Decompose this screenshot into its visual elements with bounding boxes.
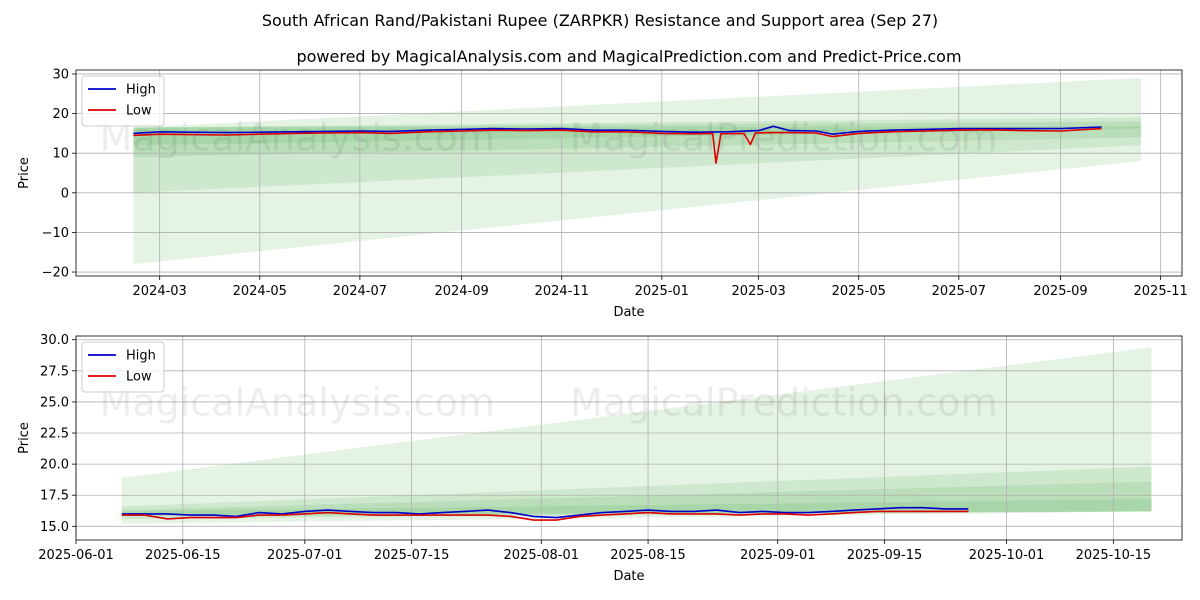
- x-tick-label: 2025-06-01: [38, 548, 114, 563]
- plot-frame: [75, 69, 1183, 277]
- watermark-analysis: MagicalAnalysis.com: [100, 381, 495, 425]
- chart-title: South African Rand/Pakistani Rupee (ZARP…: [262, 11, 938, 30]
- x-tick-label: 2024-09: [434, 284, 488, 299]
- top-chart: 2024-03 2024-05 2024-07 2024-09 2024-11 2025-…: [17, 67, 1188, 320]
- y-tick-label: 20: [52, 107, 69, 122]
- x-tick-label: 2025-09: [1033, 284, 1087, 299]
- x-tick-label: 2024-05: [233, 284, 287, 299]
- band-2: [133, 117, 1141, 193]
- band-1: [133, 77, 1141, 265]
- legend-label-high: High: [126, 83, 156, 98]
- series-line-low: [133, 127, 1102, 164]
- watermark-prediction: MagicalPrediction.com: [570, 115, 998, 159]
- watermark-group: MagicalAnalysis.com MagicalPrediction.com: [100, 115, 998, 159]
- y-tick-label: 0: [61, 186, 69, 201]
- x-axis-label: Date: [613, 305, 644, 320]
- bottom-chart: 2025-06-01 2025-06-15 2025-07-01 2025-07-15…: [17, 333, 1183, 584]
- watermark-analysis: MagicalAnalysis.com: [100, 115, 495, 159]
- x-tick-label: 2024-11: [535, 284, 589, 299]
- x-tick-label: 2024-03: [133, 284, 187, 299]
- legend-label-low: Low: [126, 104, 152, 119]
- y-axis-label: Price: [17, 422, 32, 454]
- x-tick-label: 2025-01: [635, 284, 689, 299]
- watermark-prediction: MagicalPrediction.com: [570, 381, 998, 425]
- x-tick-label: 2025-08-15: [610, 548, 686, 563]
- x-tick-label: 2024-07: [333, 284, 387, 299]
- x-tick-label: 2025-07-01: [267, 548, 343, 563]
- y-tick-label: −20: [42, 266, 69, 281]
- x-tick-label: 2025-05: [832, 284, 886, 299]
- x-tick-label: 2025-07-15: [374, 548, 450, 563]
- chart-subtitle: powered by MagicalAnalysis.com and Magic…: [296, 47, 961, 66]
- band-2: [121, 466, 1152, 519]
- legend: High Low: [81, 75, 165, 127]
- plot-frame: [75, 335, 1183, 541]
- x-tick-label: 2025-10-15: [1076, 548, 1152, 563]
- y-tick-label: 15.0: [40, 520, 69, 535]
- legend-label-high: High: [126, 349, 156, 364]
- y-tick-label: 17.5: [40, 489, 69, 504]
- band-1: [121, 347, 1152, 524]
- support-resistance-bands: [133, 77, 1141, 265]
- x-tick-label: 2025-07: [932, 284, 986, 299]
- x-axis-label: Date: [613, 569, 644, 584]
- y-tick-label: 22.5: [40, 427, 69, 442]
- x-tick-label: 2025-09-15: [847, 548, 923, 563]
- x-tick-label: 2025-03: [731, 284, 785, 299]
- x-tick-label: 2025-06-15: [145, 548, 221, 563]
- series-line-low: [121, 510, 969, 521]
- watermark-group: MagicalAnalysis.com MagicalPrediction.com: [100, 381, 998, 425]
- y-tick-label: 25.0: [40, 395, 69, 410]
- y-tick-label: 27.5: [40, 364, 69, 379]
- series-line-high: [121, 506, 969, 519]
- series-group: [121, 506, 969, 521]
- y-axis-label: Price: [17, 157, 32, 189]
- series-group: [133, 125, 1102, 164]
- y-tick-label: −10: [42, 226, 69, 241]
- x-tick-label: 2025-11: [1134, 284, 1188, 299]
- x-tick-label: 2025-08-01: [504, 548, 580, 563]
- support-resistance-bands: [121, 347, 1152, 524]
- x-tick-label: 2025-10-01: [969, 548, 1045, 563]
- y-tick-label: 20.0: [40, 458, 69, 473]
- y-tick-label: 30.0: [40, 333, 69, 348]
- y-tick-label: 30: [52, 67, 69, 82]
- legend-label-low: Low: [126, 370, 152, 385]
- x-tick-label: 2025-09-01: [740, 548, 816, 563]
- y-tick-label: 10: [52, 147, 69, 162]
- legend: High Low: [81, 341, 165, 393]
- series-line-high: [133, 125, 1102, 135]
